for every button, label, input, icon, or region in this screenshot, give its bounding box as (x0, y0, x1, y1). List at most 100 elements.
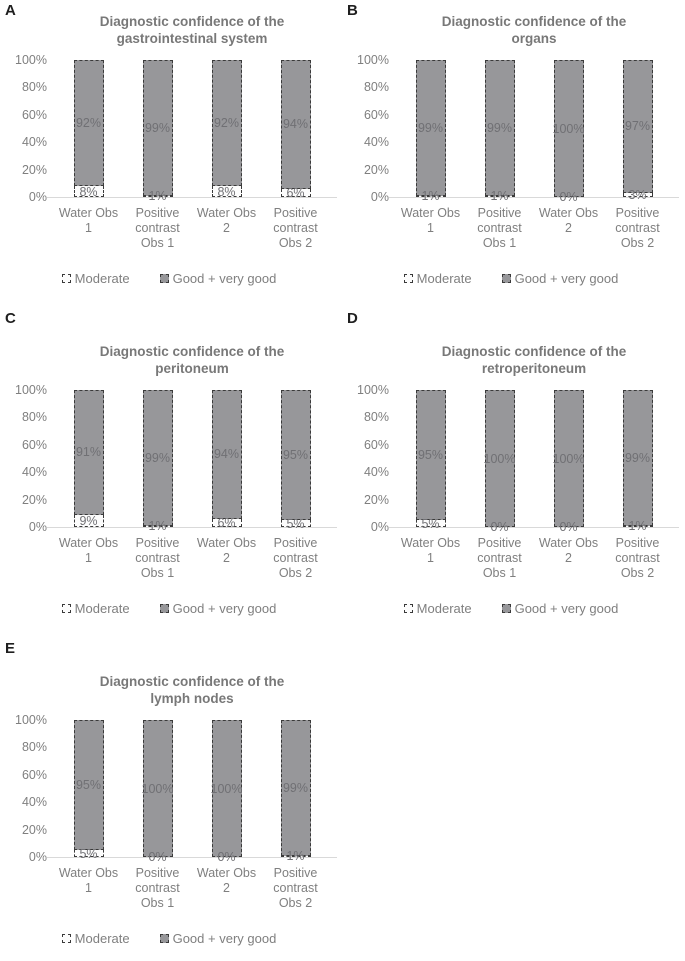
y-tick-label: 80% (21, 80, 47, 95)
legend-swatch-moderate-icon (61, 934, 71, 943)
category-label: Positive contrast Obs 1 (123, 536, 192, 584)
data-label-moderate: 5% (79, 846, 98, 861)
bar-slot: 100% 0% (534, 60, 603, 204)
data-label-moderate: 5% (421, 516, 440, 531)
category-label-line: 2 (565, 551, 572, 565)
y-tick-label: 100% (15, 713, 47, 727)
chart-body: 100% 80% 60% 40% 20% 0% 99% 1% 99% 1% 100% 0% 97% 3% (350, 53, 679, 204)
y-tick-label: 100% (357, 383, 389, 397)
y-tick-label: 20% (363, 492, 389, 507)
data-label-good: 100% (552, 121, 585, 136)
category-label-line: Obs 1 (140, 236, 175, 250)
data-label-moderate: 8% (79, 184, 98, 199)
chart-title-line: retroperitoneum (481, 361, 587, 376)
category-label-line: contrast (273, 551, 318, 565)
y-tick-label: 0% (370, 190, 389, 204)
bar-slot: 100% 0% (192, 720, 261, 864)
bar-slot: 92% 8% (192, 60, 261, 199)
category-label-line: 1 (427, 221, 434, 235)
legend: Moderate Good + very good (8, 931, 330, 946)
data-label-moderate: 0% (148, 850, 167, 864)
category-label: Water Obs 1 (396, 536, 465, 584)
x-axis-line (389, 527, 679, 528)
y-axis: 100% 80% 60% 40% 20% 0% (350, 53, 396, 204)
legend: Moderate Good + very good (8, 271, 330, 286)
data-label-good: 92% (213, 116, 240, 131)
data-label-moderate: 6% (217, 515, 236, 530)
legend-swatch-moderate-icon (61, 274, 71, 283)
data-label-good: 94% (213, 447, 240, 462)
bar-segment-good (211, 60, 242, 187)
y-tick-label: 40% (21, 135, 47, 150)
y-tick-label: 0% (28, 850, 47, 864)
category-label-line: Obs 1 (140, 566, 175, 580)
bar-segment-good (553, 60, 584, 197)
x-axis-line (47, 857, 337, 858)
category-label: Positive contrast Obs 1 (465, 536, 534, 584)
stacked-bar: 94% 6% (211, 390, 242, 530)
legend-swatch-good-icon (501, 604, 511, 613)
data-label-good: 95% (75, 778, 102, 793)
chart-title: Diagnostic confidence of the peritoneum (54, 343, 330, 377)
data-label-moderate: 1% (286, 849, 305, 864)
y-tick-label: 40% (363, 135, 389, 150)
bar-segment-good (484, 390, 515, 527)
legend-item-good: Good + very good (501, 271, 619, 286)
legend-label-good: Good + very good (514, 271, 619, 286)
y-tick-label: 100% (15, 53, 47, 67)
category-label-line: 1 (85, 881, 92, 895)
y-tick-label: 0% (28, 520, 47, 534)
y-axis: 100% 80% 60% 40% 20% 0% (8, 383, 54, 534)
legend-swatch-good-icon (159, 934, 169, 943)
chart-title: Diagnostic confidence of the retroperiton… (396, 343, 672, 377)
bar-segment-good (211, 720, 242, 857)
bar-slot: 99% 1% (396, 60, 465, 203)
bar-slot: 99% 1% (123, 60, 192, 203)
category-label-line: 2 (223, 551, 230, 565)
legend: Moderate Good + very good (350, 271, 672, 286)
bar-segment-good (73, 390, 104, 515)
y-tick-label: 60% (363, 437, 389, 452)
bar-segment-moderate (211, 186, 242, 197)
stacked-bar: 100% 0% (553, 390, 584, 534)
stacked-bar: 95% 5% (73, 720, 104, 861)
category-label-line: Obs 2 (278, 566, 313, 580)
chart-area: Diagnostic confidence of the lymph nodes … (8, 640, 337, 946)
category-label-line: Water Obs (538, 536, 599, 550)
data-label-good: 99% (144, 450, 171, 465)
legend-label-moderate: Moderate (416, 271, 472, 286)
legend-label-moderate: Moderate (74, 931, 130, 946)
category-label-line: Water Obs (400, 536, 461, 550)
data-label-moderate: 0% (559, 190, 578, 204)
category-label-line: Positive (273, 536, 318, 550)
data-label-moderate: 1% (490, 189, 509, 204)
data-label-moderate: 0% (217, 850, 236, 864)
data-label-moderate: 0% (490, 520, 509, 534)
data-label-good: 92% (75, 116, 102, 131)
chart-panel: A Diagnostic confidence of the gastrointe… (0, 2, 342, 286)
plot-area: 92% 8% 99% 1% 92% 8% 94% 6% (47, 60, 337, 203)
category-label-line: contrast (615, 551, 660, 565)
stacked-bar: 100% 0% (484, 390, 515, 534)
stacked-bar: 100% 0% (142, 720, 173, 864)
bar-slot: 100% 0% (465, 390, 534, 534)
chart-panel: E Diagnostic confidence of the lymph node… (0, 640, 342, 946)
category-label: Positive contrast Obs 1 (123, 866, 192, 914)
legend-swatch-moderate-icon (403, 274, 413, 283)
category-label: Positive contrast Obs 2 (261, 536, 330, 584)
category-label-line: Water Obs (538, 206, 599, 220)
legend-label-good: Good + very good (172, 931, 277, 946)
x-axis-labels: Water Obs 1 Positive contrast Obs 1 Water Obs… (396, 206, 672, 254)
bar-segment-good (415, 390, 446, 521)
data-label-moderate: 3% (628, 187, 647, 202)
category-label-line: contrast (135, 221, 180, 235)
chart-body: 100% 80% 60% 40% 20% 0% 92% 8% 99% 1% 92% 8% 94% 6% (8, 53, 337, 204)
stacked-bar: 91% 9% (73, 390, 104, 528)
bar-segment-good (280, 720, 311, 856)
data-label-moderate: 5% (286, 516, 305, 531)
data-label-good: 91% (75, 445, 102, 460)
chart-title: Diagnostic confidence of the gastrointest… (54, 13, 330, 47)
stacked-bar: 99% 1% (142, 60, 173, 203)
category-label: Water Obs 1 (54, 206, 123, 254)
